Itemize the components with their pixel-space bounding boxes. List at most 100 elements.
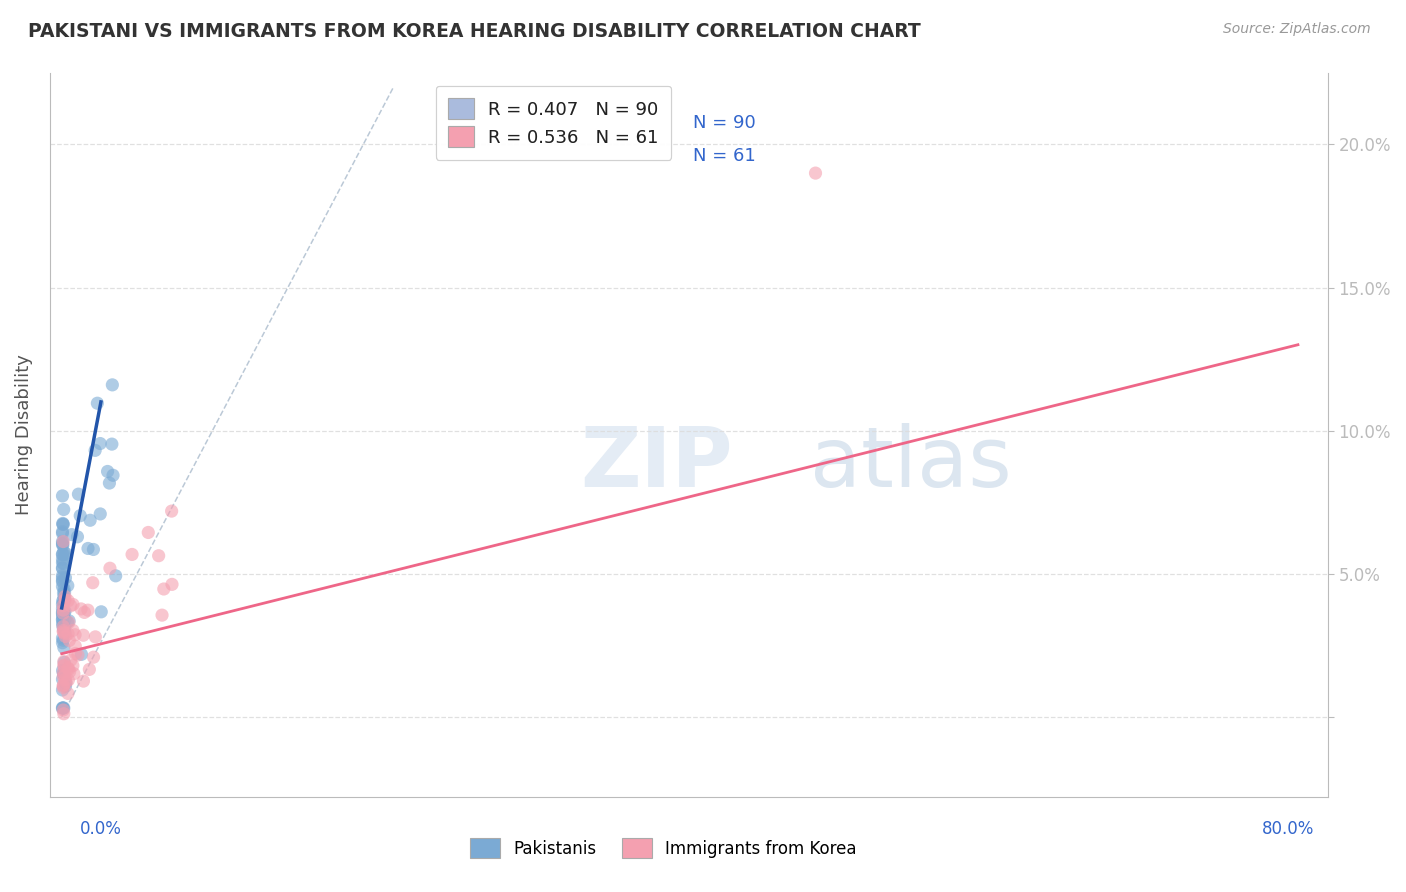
Point: [148, 549, 170, 563]
Point: [56, 626, 79, 640]
Point: [52, 607, 75, 622]
Point: [52, 679, 75, 693]
Point: [52, 624, 75, 638]
Point: [53, 592, 76, 607]
Point: [52, 538, 75, 552]
Point: [51, 673, 73, 687]
Point: [52, 617, 75, 632]
Point: [60, 527, 83, 541]
Point: [53, 604, 76, 618]
Point: [52, 703, 75, 717]
Point: [52, 615, 75, 630]
Text: Source: ZipAtlas.com: Source: ZipAtlas.com: [1223, 22, 1371, 37]
Point: [52, 594, 75, 608]
Point: [97, 465, 120, 479]
Point: [51, 548, 73, 562]
Point: [82, 542, 104, 557]
Point: [51, 597, 73, 611]
Text: 0.0%: 0.0%: [80, 820, 122, 838]
Point: [58, 633, 80, 648]
Point: [77, 541, 100, 556]
Point: [51, 683, 73, 698]
Point: [52, 590, 75, 604]
Point: [52, 706, 75, 721]
Point: [56, 686, 79, 700]
Point: [51, 547, 73, 561]
Point: [58, 615, 80, 630]
Point: [53, 606, 76, 620]
Point: [52, 599, 75, 613]
Point: [121, 548, 143, 562]
Text: N = 61: N = 61: [693, 147, 755, 165]
Point: [52, 586, 75, 600]
Point: [51, 574, 73, 589]
Point: [73, 606, 96, 620]
Point: [56, 594, 79, 608]
Point: [63, 666, 86, 681]
Point: [51, 701, 73, 715]
Point: [53, 613, 76, 627]
Point: [52, 664, 75, 678]
Point: [55, 676, 77, 690]
Point: [77, 603, 100, 617]
Point: [56, 579, 79, 593]
Point: [53, 548, 76, 562]
Point: [52, 596, 75, 610]
Point: [53, 658, 76, 673]
Point: [51, 561, 73, 575]
Point: [104, 569, 127, 583]
Point: [53, 626, 76, 640]
Point: [69, 508, 91, 523]
Point: [55, 629, 77, 643]
Point: [51, 580, 73, 594]
Point: [53, 621, 76, 635]
Point: [84, 443, 107, 458]
Point: [51, 636, 73, 650]
Point: [52, 619, 75, 633]
Point: [55, 547, 77, 561]
Point: [52, 534, 75, 549]
Point: [150, 608, 173, 623]
Point: [51, 574, 73, 588]
Point: [52, 701, 75, 715]
Point: [52, 607, 75, 621]
Point: [51, 526, 73, 541]
Point: [52, 605, 75, 619]
Point: [51, 556, 73, 570]
Point: [82, 575, 104, 590]
Text: N = 90: N = 90: [693, 114, 755, 132]
Point: [66, 530, 89, 544]
Point: [83, 650, 105, 665]
Point: [72, 628, 94, 642]
Point: [51, 605, 73, 619]
Point: [51, 701, 73, 715]
Point: [59, 599, 82, 613]
Point: [58, 673, 80, 687]
Point: [79, 662, 101, 676]
Point: [52, 619, 75, 633]
Y-axis label: Hearing Disability: Hearing Disability: [15, 354, 32, 516]
Text: atlas: atlas: [810, 424, 1012, 504]
Point: [51, 524, 73, 539]
Point: [51, 537, 73, 551]
Point: [51, 568, 73, 582]
Point: [53, 656, 76, 670]
Point: [79, 513, 101, 527]
Point: [51, 612, 73, 626]
Point: [51, 489, 73, 503]
Point: [53, 582, 76, 596]
Point: [160, 577, 183, 591]
Text: PAKISTANI VS IMMIGRANTS FROM KOREA HEARING DISABILITY CORRELATION CHART: PAKISTANI VS IMMIGRANTS FROM KOREA HEARI…: [28, 22, 921, 41]
Point: [51, 613, 73, 627]
Point: [52, 670, 75, 684]
Text: 80.0%: 80.0%: [1263, 820, 1315, 838]
Point: [89, 507, 111, 521]
Point: [70, 648, 93, 662]
Point: [72, 674, 94, 689]
Point: [52, 517, 75, 532]
Point: [153, 582, 176, 596]
Point: [52, 633, 75, 648]
Point: [52, 678, 75, 692]
Point: [53, 585, 76, 599]
Point: [52, 640, 75, 655]
